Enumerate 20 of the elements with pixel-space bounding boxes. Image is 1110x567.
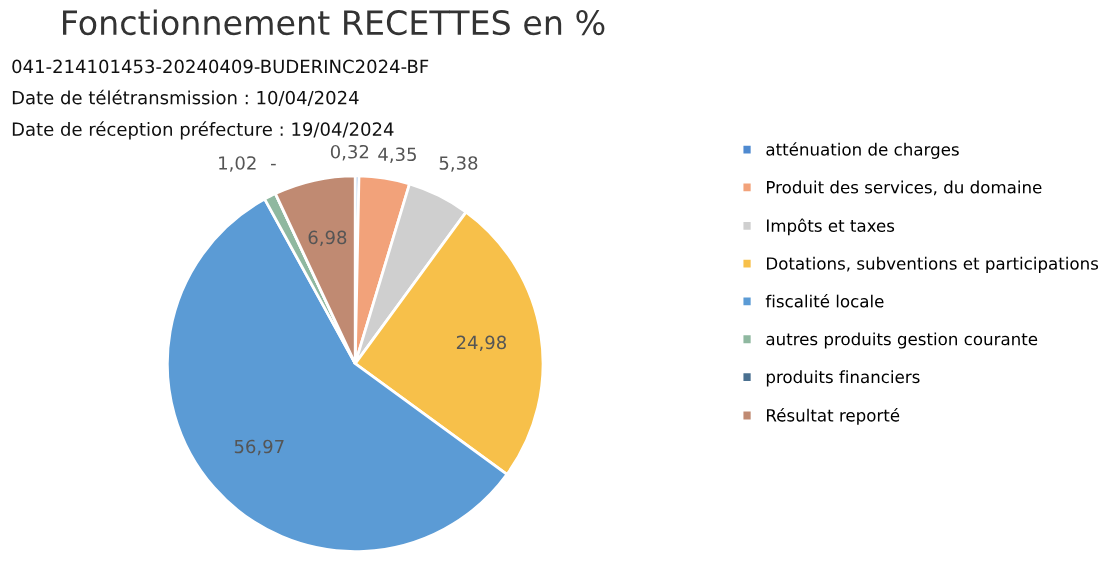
legend-label: Impôts et taxes (767, 218, 895, 236)
data-label: 0,32 (330, 144, 369, 161)
chart-title: Fonctionnement RECETTES en % (63, 9, 605, 36)
text: Date de télétransmission : 10/04/2024 (12, 89, 359, 106)
data-label: 4,35 (378, 147, 416, 163)
text: Date de réception préfecture : 19/04/2024 (12, 121, 394, 140)
text: 041-214101453-20240409-BUDERINC2024-BF (12, 59, 429, 74)
data-label: 6,98 (308, 230, 347, 247)
legend-label: atténuation de charges (766, 142, 959, 159)
legend-label: autres produits gestion courante (766, 332, 1038, 349)
data-label: 1,02 (219, 156, 256, 172)
legend-label: Produit des services, du domaine (767, 180, 1042, 196)
data-label: 24,98 (456, 335, 507, 352)
text: - (271, 163, 276, 166)
data-label: 56,97 (234, 439, 284, 456)
legend-label: fiscalité locale (765, 294, 884, 308)
legend-label: produits financiers (766, 370, 920, 387)
legend-label: Résultat reporté (767, 408, 900, 425)
legend-label: Dotations, subventions et participations (767, 256, 1099, 273)
data-label: 5,38 (439, 156, 478, 172)
